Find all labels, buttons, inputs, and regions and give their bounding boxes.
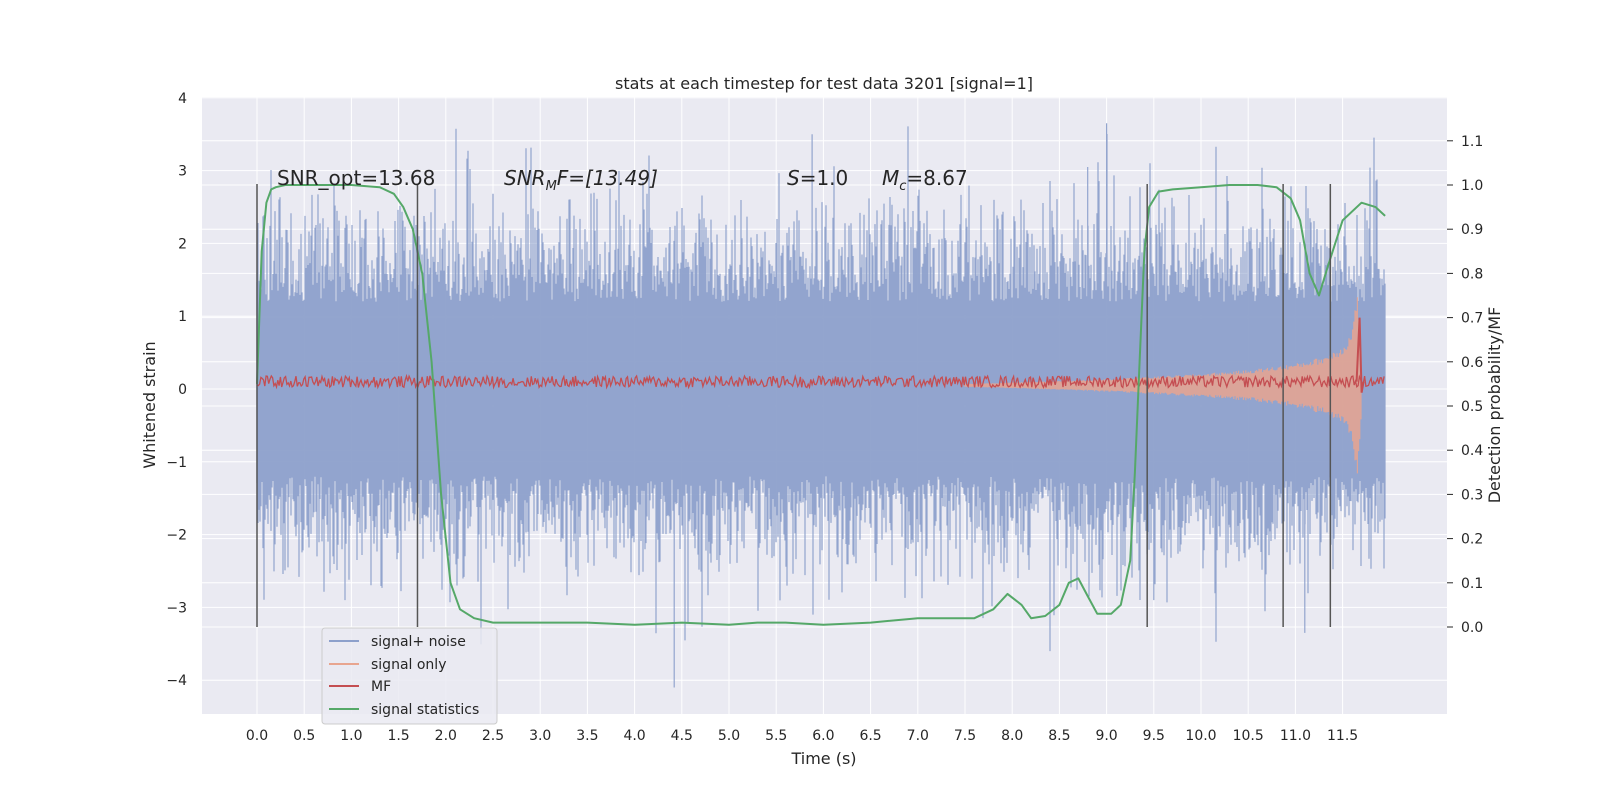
series-mf — [256, 373, 1385, 390]
annotation-mc: Mc=8.67 — [882, 166, 968, 194]
x-tick-label: 8.5 — [1048, 728, 1070, 744]
annotation-snr-opt: SNR_opt=13.68 — [277, 166, 435, 190]
x-tick-label: 11.5 — [1327, 728, 1358, 744]
annotation-s-value: =1.0 — [800, 166, 849, 190]
chart-title: stats at each timestep for test data 320… — [615, 74, 1033, 93]
y-tick-label-left: 0 — [178, 382, 187, 398]
tick-labels: 0.0 0.5 1.0 1.5 2.0 2.5 3.0 3.5 4.0 4.5 5.0 5.5 6.0 6… — [166, 91, 1483, 744]
x-axis-label: Time (s) — [790, 749, 856, 768]
x-tick-label: 0.0 — [246, 728, 268, 744]
y-tick-label-right: 0.6 — [1461, 355, 1483, 371]
legend-label-signal-only: signal only — [371, 657, 446, 673]
annotation-snr-mf: SNRMF=[13.49] — [504, 166, 658, 194]
annotation-mc-symbol: M — [882, 166, 899, 190]
legend-label-signal-noise: signal+ noise — [371, 634, 466, 650]
x-tick-label: 0.5 — [293, 728, 315, 744]
annotation-s: S=1.0 — [787, 166, 848, 190]
y-tick-label-left: −2 — [166, 528, 187, 544]
annotation-s-symbol: S — [787, 166, 800, 190]
x-tick-label: 3.0 — [529, 728, 551, 744]
series-signal-statistics — [256, 184, 1386, 626]
annotation-snr-mf-symbol: SNR — [504, 166, 546, 190]
y-axis-right-label: Detection probability/MF — [1485, 307, 1504, 504]
x-tick-label: 1.0 — [340, 728, 362, 744]
annotation-mc-value: =8.67 — [906, 166, 967, 190]
x-tick-label: 9.0 — [1095, 728, 1117, 744]
y-tick-label-right: 0.2 — [1461, 532, 1483, 548]
legend-label-signal-statistics: signal statistics — [371, 702, 479, 718]
x-tick-label: 5.5 — [765, 728, 787, 744]
legend-label-mf: MF — [371, 679, 391, 695]
y-tick-label-right: 0.5 — [1461, 399, 1483, 415]
x-tick-label: 6.0 — [812, 728, 834, 744]
x-tick-label: 5.0 — [718, 728, 740, 744]
y-tick-label-right: 0.3 — [1461, 487, 1483, 503]
x-tick-label: 2.5 — [482, 728, 504, 744]
y-tick-label-left: −3 — [166, 600, 187, 616]
x-tick-label: 1.5 — [387, 728, 409, 744]
y-tick-label-right: 0.9 — [1461, 222, 1483, 238]
y-tick-label-left: 3 — [178, 164, 187, 180]
y-tick-label-left: 4 — [178, 91, 187, 107]
x-tick-label: 7.5 — [954, 728, 976, 744]
x-tick-label: 4.0 — [623, 728, 645, 744]
y-tick-label-left: 2 — [178, 236, 187, 252]
y-tick-label-right: 0.1 — [1461, 576, 1483, 592]
y-tick-label-right: 0.0 — [1461, 620, 1483, 636]
x-tick-label: 6.5 — [859, 728, 881, 744]
y-tick-label-right: 0.8 — [1461, 266, 1483, 282]
x-tick-label: 10.0 — [1185, 728, 1216, 744]
x-tick-label: 3.5 — [576, 728, 598, 744]
annotation-snr-mf-value: F=[13.49] — [557, 166, 658, 190]
legend: signal+ noise signal only MF signal stat… — [321, 627, 498, 725]
annotations: SNR_opt=13.68 SNRMF=[13.49] S=1.0 Mc=8.6… — [277, 166, 968, 194]
y-tick-label-right: 1.1 — [1461, 134, 1483, 150]
y-tick-label-right: 0.4 — [1461, 443, 1483, 459]
series-mf-spike — [1355, 317, 1365, 393]
annotation-snr-mf-subscript: M — [546, 179, 557, 194]
x-tick-label: 8.0 — [1001, 728, 1023, 744]
y-tick-label-left: −1 — [166, 455, 187, 471]
x-tick-label: 10.5 — [1233, 728, 1264, 744]
y-tick-label-left: 1 — [178, 309, 187, 325]
x-tick-label: 7.0 — [907, 728, 929, 744]
x-tick-label: 9.5 — [1143, 728, 1165, 744]
legend-box — [321, 627, 498, 725]
y-axis-label: Whitened strain — [140, 341, 159, 468]
x-tick-label: 11.0 — [1280, 728, 1311, 744]
annotation-mc-subscript: c — [899, 179, 906, 194]
x-tick-label: 2.0 — [435, 728, 457, 744]
y-tick-label-right: 1.0 — [1461, 178, 1483, 194]
x-tick-label: 4.5 — [671, 728, 693, 744]
y-tick-label-right: 0.7 — [1461, 311, 1483, 327]
vertical-markers — [256, 184, 1332, 627]
y-tick-label-left: −4 — [166, 673, 187, 689]
